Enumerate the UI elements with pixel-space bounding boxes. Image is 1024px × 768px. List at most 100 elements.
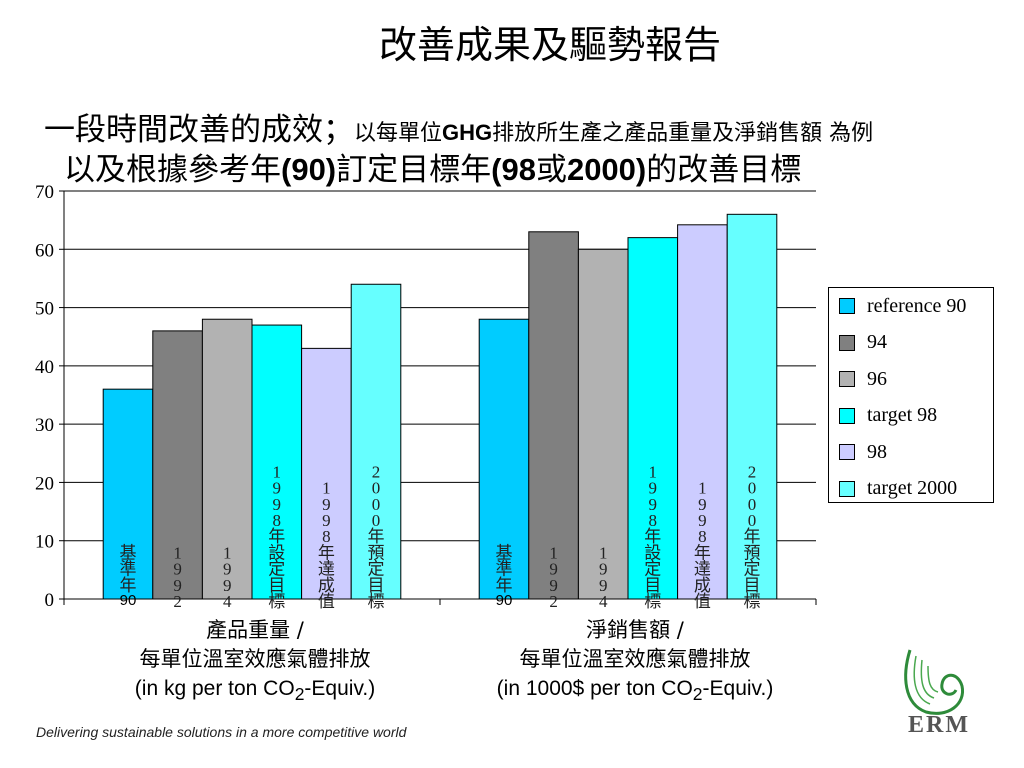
bar-label-char: 0 [372,495,381,514]
subtitle2-g: 的改善目標 [646,152,802,188]
y-tick-label: 60 [35,240,54,261]
subtitle-line-1: 一段時間改善的成效；以每單位GHG排放所生產之產品重量及淨銷售額 為例 [44,104,873,149]
bar-label-char: 定 [268,560,285,580]
y-tick-label: 30 [35,415,54,436]
y-tick-label: 10 [35,532,54,553]
bar-label-char: 9 [322,511,331,530]
legend-swatch [839,407,855,424]
footer-tagline: Delivering sustainable solutions in a mo… [36,724,407,740]
bar-label-char: 年 [644,527,661,547]
unit-text-post: -Equiv.) [702,677,774,700]
bar-label-char: 準 [496,560,513,580]
legend-swatch [839,371,855,387]
erm-logo-text: ERM [908,712,970,738]
legend-item: 94 [839,331,887,355]
bar-label-char: 年 [120,576,137,596]
subtitle-main: 一段時間改善的成效； [44,112,354,148]
bar-label-char: 年 [368,527,385,547]
bar-label-char: 標 [268,592,285,612]
bar [528,231,579,600]
subtitle-small: 以每單位GHG排放所生產之產品重量及淨銷售額 為例 [354,120,874,146]
bar-label-char: 9 [599,560,608,579]
bar-label-char: 達 [694,560,711,580]
legend-label: 94 [867,331,887,353]
bar-label-char: 9 [599,576,608,595]
subtitle-small-c: 排放所生產之產品重量及淨銷售額 為例 [492,121,874,146]
legend-item: reference 90 [839,294,966,318]
bar-label-char: 8 [273,511,282,530]
bar-label-char: 9 [273,495,282,514]
bar [102,388,154,600]
subtitle-line-2: 以及根據參考年(90)訂定目標年(98或2000)的改善目標 [64,144,801,189]
bar-label-char: 2 [549,592,558,611]
bar-label-char: 1 [273,462,282,481]
bar-label-char: 4 [599,592,608,611]
legend-item: target 2000 [839,477,957,501]
bar-label-char: 2 [173,592,182,611]
bar-label-char: 年 [496,576,513,596]
subtitle-small-ghg: GHG [442,120,493,145]
legend-swatch [839,480,855,497]
legend-swatch [839,298,855,314]
bar-label-char: 目 [268,576,285,596]
bar-label-char: 9 [173,576,182,595]
bar-label-char: 標 [644,592,661,612]
bar-label-char: 0 [372,511,381,530]
bar-label-char: 預 [744,543,761,563]
subtitle2-e: 或 [535,152,567,188]
subtitle2-f: 2000) [566,152,647,187]
bar-label-char: 9 [173,560,182,579]
unit-text: (in kg per ton CO [134,677,295,700]
bar [152,330,203,600]
bar [350,283,402,600]
bar-label-char: 標 [744,592,761,612]
bar-label-char: 1 [322,479,331,498]
bar-label-char: 目 [644,576,661,596]
subtitle2-d: (98 [491,152,536,187]
legend-item: target 98 [839,404,937,428]
bar-label-char: 年 [318,543,335,563]
legend-label: 98 [867,440,887,463]
y-tick-label: 70 [35,182,54,203]
group-label-line2: 每單位溫室效應氣體排放 [139,647,371,671]
subtitle2-a: 以及根據參考年 [64,152,281,188]
bar-label-char: 設 [268,543,285,563]
bar-label-char: 2 [748,462,757,481]
page-title: 改善成果及驅勢報告 [378,23,721,67]
bar-label-char: 成 [318,576,335,596]
bar [677,224,728,600]
group-label-line2: 每單位溫室效應氣體排放 [519,647,751,671]
bar-label-char: 9 [698,511,707,530]
unit-sub: 2 [294,684,305,705]
subtitle-small-a: 以每單位 [354,121,443,146]
bar-label-char: 1 [173,543,182,562]
group-label-line1: 產品重量 / [206,618,304,642]
bar-label-char: 1 [549,543,558,562]
bar-label-char: 0 [748,495,757,514]
y-tick-label: 50 [35,299,54,320]
y-tick-label: 0 [45,590,55,611]
bar-label-char: 年 [744,527,761,547]
bar-label-char: 8 [649,511,658,530]
bar-label-char: 準 [120,560,137,580]
bar-label-char: 基 [496,543,513,563]
legend-item: 98 [839,440,887,464]
unit-sub: 2 [692,684,703,705]
bar-label-char: 設 [644,543,661,563]
y-tick-label: 20 [35,473,54,494]
bar-label-char: 目 [368,576,385,596]
bar-label-char: 值 [318,592,335,612]
bar-label-char: 9 [649,495,658,514]
bar-label-char: 9 [223,576,232,595]
bar-label-char: 4 [223,592,232,611]
bar-label-char: 9 [649,479,658,498]
bar-label-char: 9 [549,560,558,579]
bar-label-char: 9 [549,576,558,595]
bar-label-char: 定 [744,560,761,580]
bar-label-char: 8 [322,527,331,546]
unit-text: (in 1000$ per ton CO [496,677,693,700]
subtitle2-c: 訂定目標年 [336,152,492,188]
bar-label-char: 0 [372,479,381,498]
legend-label: 96 [867,367,887,390]
bar-label-char: 9 [273,479,282,498]
